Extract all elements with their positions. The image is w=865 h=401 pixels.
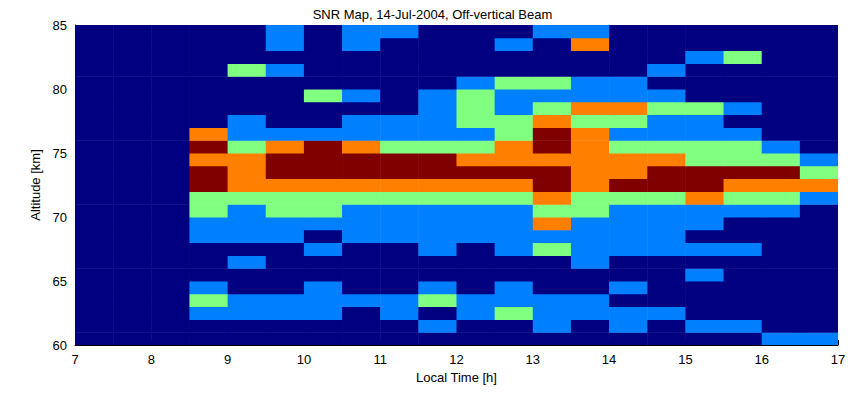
- svg-text:15: 15: [678, 352, 692, 367]
- svg-text:Local Time [h]: Local Time [h]: [416, 370, 497, 385]
- svg-text:14: 14: [602, 352, 616, 367]
- svg-text:17: 17: [831, 352, 845, 367]
- svg-text:9: 9: [224, 352, 231, 367]
- svg-text:13: 13: [526, 352, 540, 367]
- svg-text:16: 16: [754, 352, 768, 367]
- svg-text:10: 10: [297, 352, 311, 367]
- svg-text:12: 12: [449, 352, 463, 367]
- svg-text:60: 60: [53, 338, 67, 353]
- svg-text:8: 8: [148, 352, 155, 367]
- svg-text:11: 11: [373, 352, 387, 367]
- svg-text:75: 75: [53, 146, 67, 161]
- svg-text:65: 65: [53, 274, 67, 289]
- svg-text:7: 7: [71, 352, 78, 367]
- svg-text:85: 85: [53, 18, 67, 33]
- svg-text:70: 70: [53, 210, 67, 225]
- svg-text:SNR Map, 14-Jul-2004, Off-vert: SNR Map, 14-Jul-2004, Off-vertical Beam: [313, 7, 553, 22]
- svg-text:Altitude [km]: Altitude [km]: [28, 149, 43, 221]
- svg-text:80: 80: [53, 82, 67, 97]
